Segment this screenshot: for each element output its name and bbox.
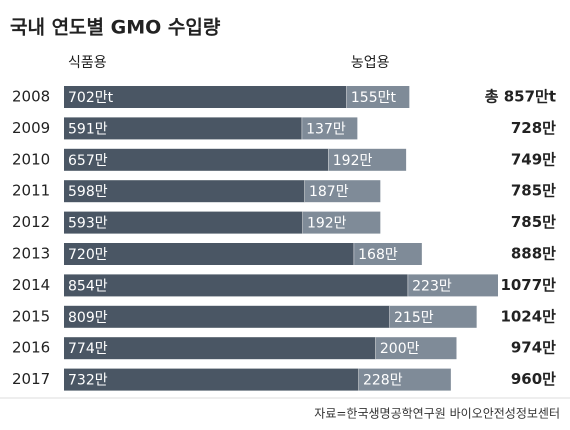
bar-label: 200만 — [380, 341, 420, 357]
total-label: 785만 — [511, 213, 556, 231]
y-tick-label: 2012 — [12, 213, 50, 231]
bar-label: 732만 — [68, 373, 108, 389]
legend-label: 농업용 — [351, 55, 390, 71]
bar-label: 192만 — [307, 216, 347, 232]
bar-label: 774만 — [68, 341, 108, 357]
bar — [64, 180, 305, 203]
bar — [302, 211, 381, 234]
y-tick-label: 2014 — [12, 276, 50, 294]
total-label: 총 857만t — [485, 88, 556, 106]
y-tick-label: 2017 — [12, 370, 50, 388]
bar — [64, 117, 303, 140]
y-tick-label: 2010 — [12, 150, 50, 168]
y-tick-label: 2015 — [12, 307, 50, 325]
bar-label: 593만 — [68, 216, 108, 232]
legend-label: 식품용 — [68, 55, 107, 71]
bar-label: 809만 — [68, 310, 108, 326]
total-label: 1024만 — [500, 307, 556, 325]
bar-label: 720만 — [68, 247, 108, 263]
bar — [64, 305, 391, 328]
bar-label: 155만t — [351, 90, 397, 106]
bar-label: 228만 — [363, 373, 403, 389]
bar — [64, 211, 303, 234]
total-label: 888만 — [511, 245, 556, 263]
bar-label: 187만 — [309, 184, 349, 200]
bar — [390, 305, 477, 328]
bar-label: 192만 — [333, 153, 373, 169]
bar — [304, 180, 381, 203]
y-tick-label: 2016 — [12, 339, 50, 357]
y-tick-label: 2013 — [12, 245, 50, 263]
total-label: 974만 — [511, 339, 556, 357]
bar — [64, 86, 347, 108]
bar-label: 223만 — [412, 278, 452, 294]
bar — [328, 148, 407, 171]
bar — [64, 337, 376, 360]
y-tick-label: 2008 — [12, 88, 50, 106]
total-label: 749만 — [511, 150, 556, 168]
bar-label: 702만t — [68, 90, 114, 106]
total-label: 1077만 — [500, 276, 556, 294]
bar-label: 854만 — [68, 278, 108, 294]
bar — [64, 274, 409, 297]
y-tick-label: 2009 — [12, 119, 50, 137]
total-label: 728만 — [511, 119, 556, 137]
bar-label: 657만 — [68, 153, 108, 169]
bar — [354, 243, 422, 265]
bar-label: 215만 — [394, 310, 434, 326]
bar — [408, 274, 498, 297]
bar — [64, 243, 355, 265]
bar-label: 598만 — [68, 184, 108, 200]
bar — [64, 148, 329, 171]
bar-label: 168만 — [358, 247, 398, 263]
bar — [302, 117, 358, 140]
bar — [64, 368, 359, 391]
chart-title: 국내 연도별 GMO 수입량 — [10, 17, 221, 39]
y-tick-label: 2011 — [12, 182, 50, 200]
bar-label: 137만 — [306, 121, 346, 137]
bar-label: 591만 — [68, 121, 108, 137]
total-label: 785만 — [511, 182, 556, 200]
bar — [358, 368, 451, 391]
source: 자료=한국생명공학연구원 바이오안전성정보센터 — [314, 407, 560, 421]
bar — [375, 337, 457, 360]
bar — [346, 86, 410, 108]
total-label: 960만 — [511, 370, 556, 388]
